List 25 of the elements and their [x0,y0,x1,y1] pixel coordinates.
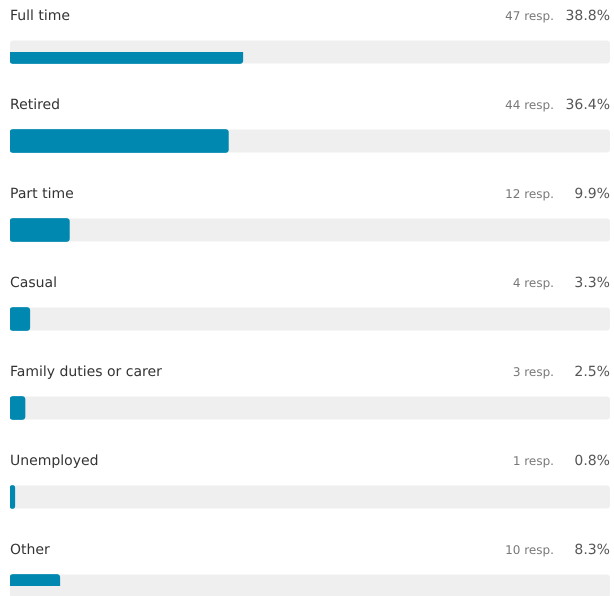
data-label: 0.8% [574,453,610,469]
annotation: 12 resp. [505,187,554,201]
data-label: 36.4% [566,97,610,113]
annotation: 4 resp. [512,276,554,290]
bar [10,396,26,420]
y-tick-label: Other [10,542,50,558]
y-tick-label: Family duties or carer [10,364,162,380]
bar [10,307,30,331]
bar [10,485,16,509]
annotation: 44 resp. [505,98,554,112]
annotation: 47 resp. [505,9,554,23]
data-label: 3.3% [574,275,610,291]
y-tick-label: Part time [10,186,74,202]
data-label: 38.8% [566,8,610,24]
y-tick-label: Casual [10,275,57,291]
data-label: 9.9% [574,186,610,202]
y-tick-label: Full time [10,8,70,24]
data-label: 2.5% [574,364,610,380]
y-tick-label: Unemployed [10,453,98,469]
annotation: 1 resp. [512,454,554,468]
bar [10,218,70,242]
annotation: 10 resp. [505,543,554,557]
annotation: 3 resp. [512,365,554,379]
data-label: 8.3% [574,542,610,558]
y-tick-label: Retired [10,97,60,113]
